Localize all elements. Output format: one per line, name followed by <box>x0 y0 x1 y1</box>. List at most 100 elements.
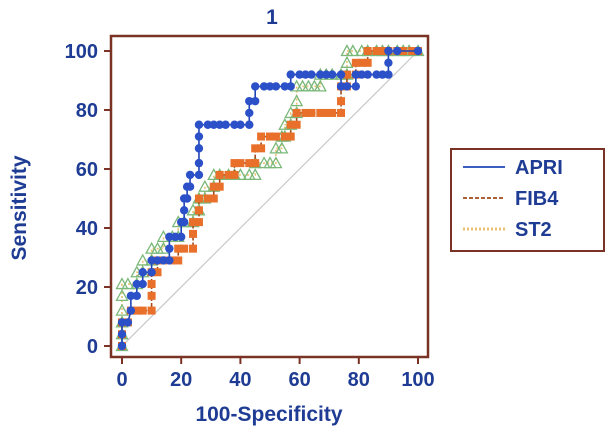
point-apri <box>123 318 133 327</box>
point-fib4 <box>271 132 280 141</box>
point-st2 <box>275 141 289 154</box>
point-st2 <box>121 277 135 290</box>
y-axis-title: Sensitivity <box>8 155 31 260</box>
point-apri <box>351 82 361 91</box>
series-apri <box>117 46 423 351</box>
point-apri <box>301 70 310 79</box>
point-apri <box>138 279 147 289</box>
point-apri <box>251 82 260 91</box>
point-apri <box>165 232 174 242</box>
point-apri <box>342 82 352 91</box>
point-st2 <box>313 79 327 92</box>
point-apri <box>153 256 162 265</box>
point-fib4 <box>230 170 239 179</box>
point-fib4 <box>194 218 203 227</box>
point-fib4 <box>286 132 295 141</box>
legend: APRI FIB4 ST2 <box>450 148 605 252</box>
y-tick-label: 20 <box>76 277 98 299</box>
point-fib4 <box>230 159 239 168</box>
point-apri <box>286 70 295 79</box>
legend-label-st2: ST2 <box>515 219 552 241</box>
point-apri <box>194 158 204 168</box>
y-tick-label: 60 <box>76 159 98 181</box>
legend-label-apri: APRI <box>515 157 563 179</box>
point-apri <box>117 341 127 351</box>
point-apri <box>177 232 186 242</box>
legend-label-fib4: FIB4 <box>515 188 559 210</box>
point-apri <box>165 244 174 253</box>
y-tick-label: 80 <box>76 100 98 122</box>
point-fib4 <box>215 170 224 179</box>
point-fib4 <box>138 306 147 315</box>
point-apri <box>280 82 289 91</box>
point-apri <box>185 182 195 191</box>
point-fib4 <box>292 108 301 117</box>
point-apri <box>384 46 393 56</box>
point-fib4 <box>194 194 203 203</box>
x-tick-label: 80 <box>348 369 370 391</box>
point-apri <box>138 268 147 277</box>
point-apri <box>265 82 275 91</box>
point-apri <box>194 144 204 153</box>
point-apri <box>286 82 295 91</box>
point-apri <box>185 170 195 180</box>
point-apri <box>327 70 337 79</box>
point-fib4 <box>189 229 198 238</box>
point-apri <box>245 108 254 118</box>
point-apri <box>215 120 224 129</box>
point-st2 <box>136 253 150 266</box>
point-apri <box>194 132 204 141</box>
y-axis-ticks: 0 20 40 60 80 100 <box>65 41 111 358</box>
point-apri <box>245 96 254 106</box>
point-apri <box>393 46 402 56</box>
point-fib4 <box>301 108 310 117</box>
point-fib4 <box>153 268 162 277</box>
point-fib4 <box>337 108 346 117</box>
point-apri <box>351 70 361 79</box>
point-apri <box>132 279 141 289</box>
x-tick-label: 100 <box>401 369 434 391</box>
point-fib4 <box>372 47 381 55</box>
point-fib4 <box>174 244 183 253</box>
point-apri <box>236 120 245 129</box>
point-fib4 <box>337 97 346 106</box>
point-apri <box>132 291 141 301</box>
point-fib4 <box>316 108 325 117</box>
legend-box <box>450 148 605 252</box>
point-apri <box>165 256 174 265</box>
point-apri <box>182 194 192 203</box>
point-apri <box>179 206 189 215</box>
point-fib4 <box>280 132 289 141</box>
point-apri <box>230 120 239 129</box>
y-tick-label: 40 <box>76 218 98 240</box>
point-apri <box>372 70 381 79</box>
point-apri <box>384 58 393 67</box>
point-st2 <box>346 44 360 57</box>
point-apri <box>147 256 156 265</box>
point-fib4 <box>342 70 351 79</box>
series-layer <box>115 44 425 352</box>
point-apri <box>363 70 372 79</box>
point-fib4 <box>189 244 198 253</box>
point-fib4 <box>245 159 254 168</box>
point-apri <box>316 70 325 79</box>
point-apri <box>384 70 393 79</box>
point-fib4 <box>209 194 218 203</box>
point-apri <box>126 291 136 301</box>
reference-diagonal <box>121 50 419 347</box>
point-fib4 <box>257 144 266 153</box>
point-fib4 <box>266 132 274 141</box>
x-tick-label: 60 <box>288 369 310 391</box>
point-st2 <box>198 179 212 192</box>
point-apri <box>413 46 423 56</box>
point-st2 <box>269 156 283 169</box>
point-st2 <box>340 55 354 68</box>
point-apri <box>251 96 260 106</box>
plot-area <box>109 34 430 359</box>
plot-frame <box>109 34 430 359</box>
point-fib4 <box>215 182 224 191</box>
point-fib4 <box>257 132 266 141</box>
point-st2 <box>115 303 129 316</box>
x-tick-label: 20 <box>170 369 192 391</box>
point-apri <box>295 70 304 79</box>
